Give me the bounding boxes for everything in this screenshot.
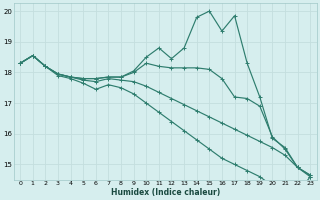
X-axis label: Humidex (Indice chaleur): Humidex (Indice chaleur)	[111, 188, 220, 197]
